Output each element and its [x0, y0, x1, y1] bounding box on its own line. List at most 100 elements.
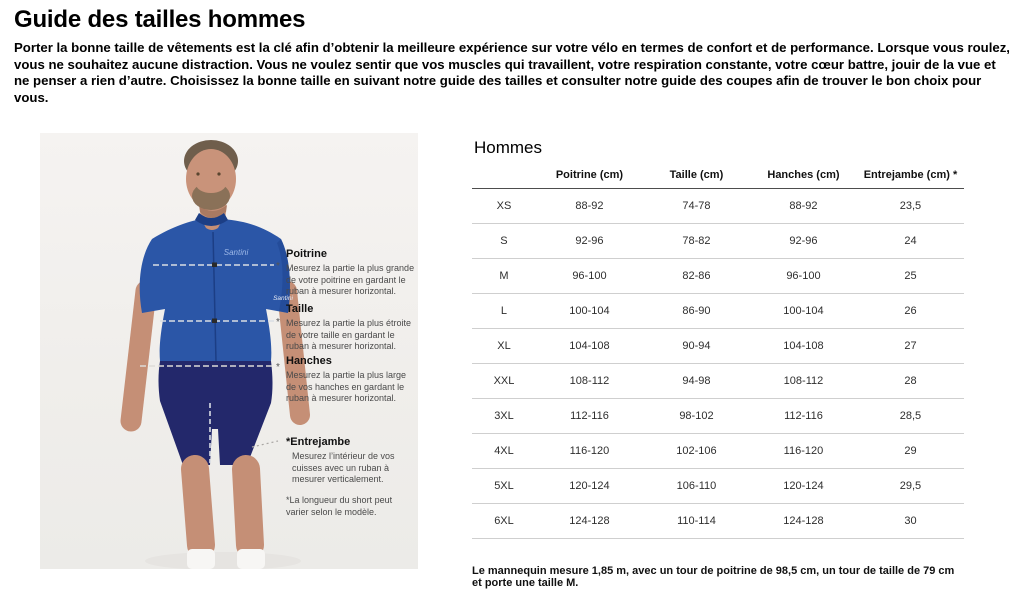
chest-connector-asterisk: * — [276, 261, 280, 272]
hips-connector-asterisk: * — [276, 362, 280, 373]
size-label-cell: XL — [472, 328, 536, 364]
size-table: Poitrine (cm) Taille (cm) Hanches (cm) E… — [472, 167, 964, 539]
measurement-cell: 88-92 — [749, 188, 857, 224]
size-table-body: XS 88-92 74-78 88-92 23,5 S 92-96 78-82 92-96 24 M… — [472, 188, 964, 539]
table-row: 6XL 124-128 110-114 124-128 30 — [472, 503, 964, 539]
measurement-cell: 88-92 — [535, 188, 643, 224]
header-cell-taille: Taille (cm) — [642, 167, 750, 189]
header-cell-poitrine: Poitrine (cm) — [535, 167, 643, 189]
measurement-cell: 116-120 — [749, 433, 857, 469]
size-label-cell: S — [472, 223, 536, 259]
measurement-cell: 86-90 — [642, 293, 750, 329]
measurement-cell: 120-124 — [535, 468, 643, 504]
jersey-collar — [195, 213, 228, 226]
annotation-description: Mesurez la partie la plus étroite de vot… — [286, 318, 412, 351]
person-illustration: Santini Santini * * * — [120, 140, 310, 569]
page-title: Guide des tailles hommes — [14, 6, 306, 33]
short-length-note: *La longueur du short peut varier selon … — [286, 495, 393, 517]
measurement-cell: 92-96 — [749, 223, 857, 259]
right-sock — [237, 549, 265, 569]
measurement-cell: 112-116 — [749, 398, 857, 434]
measurement-cell: 106-110 — [642, 468, 750, 504]
measurement-cell: 28,5 — [856, 398, 964, 434]
annotation-title: Hanches — [286, 355, 332, 367]
table-row: XXL 108-112 94-98 108-112 28 — [472, 363, 964, 399]
measurement-cell: 82-86 — [642, 258, 750, 294]
annotation-entrejambe: *Entrejambe Mesurez l’intérieur de vos c… — [286, 436, 416, 486]
jersey-sleeve-logo: Santini — [273, 295, 293, 302]
table-heading: Hommes — [474, 138, 543, 157]
chest-line-clip — [212, 262, 217, 267]
measurement-cell: 78-82 — [642, 223, 750, 259]
header-cell-size — [472, 167, 536, 189]
size-label-cell: 6XL — [472, 503, 536, 539]
measurement-cell: 26 — [856, 293, 964, 329]
header-row: Poitrine (cm) Taille (cm) Hanches (cm) E… — [472, 167, 964, 189]
measurement-cell: 104-108 — [535, 328, 643, 364]
measurement-cell: 94-98 — [642, 363, 750, 399]
floor-shadow — [145, 552, 301, 569]
measurement-cell: 100-104 — [535, 293, 643, 329]
measurement-cell: 92-96 — [535, 223, 643, 259]
page-header: Guide des tailles hommes Porter la bonne… — [14, 6, 1014, 106]
table-row: M 96-100 82-86 96-100 25 — [472, 258, 964, 294]
measurement-cell: 112-116 — [535, 398, 643, 434]
person-cheeks — [196, 175, 226, 193]
size-guide-photo: Santini Santini * * * Poitrine Mesurez l… — [40, 133, 418, 569]
annotation-description: Mesurez la partie la plus grande de votr… — [286, 263, 415, 296]
table-row: XS 88-92 74-78 88-92 23,5 — [472, 188, 964, 224]
measurement-cell: 29,5 — [856, 468, 964, 504]
table-row: 5XL 120-124 106-110 120-124 29,5 — [472, 468, 964, 504]
measurement-cell: 98-102 — [642, 398, 750, 434]
annotation-taille: Taille Mesurez la partie la plus étroite… — [286, 303, 416, 353]
measurement-cell: 24 — [856, 223, 964, 259]
measurement-cell: 116-120 — [535, 433, 643, 469]
person-left-leg — [181, 455, 215, 559]
table-row: XL 104-108 90-94 104-108 27 — [472, 328, 964, 364]
measurement-cell: 108-112 — [535, 363, 643, 399]
measurement-cell: 110-114 — [642, 503, 750, 539]
measurement-cell: 104-108 — [749, 328, 857, 364]
measurement-cell: 96-100 — [749, 258, 857, 294]
table-row: L 100-104 86-90 100-104 26 — [472, 293, 964, 329]
left-sock — [187, 549, 215, 569]
measurement-cell: 124-128 — [749, 503, 857, 539]
bib-shorts — [158, 361, 273, 465]
annotation-title: Poitrine — [286, 248, 327, 260]
size-label-cell: L — [472, 293, 536, 329]
measurement-cell: 120-124 — [749, 468, 857, 504]
measurement-cell: 102-106 — [642, 433, 750, 469]
measurement-cell: 28 — [856, 363, 964, 399]
intro-text: Porter la bonne taille de vêtements est … — [14, 40, 1010, 105]
size-label-cell: M — [472, 258, 536, 294]
size-table-section: Hommes Poitrine (cm) Taille (cm) Hanches… — [472, 138, 964, 589]
header-cell-hanches: Hanches (cm) — [749, 167, 857, 189]
header-cell-entrejambe: Entrejambe (cm) * — [856, 167, 964, 189]
size-label-cell: XS — [472, 188, 536, 224]
size-label-cell: 3XL — [472, 398, 536, 434]
measurement-cell: 90-94 — [642, 328, 750, 364]
measurement-cell: 27 — [856, 328, 964, 364]
measurement-cell: 23,5 — [856, 188, 964, 224]
annotation-description: Mesurez la partie la plus large de vos h… — [286, 370, 407, 403]
person-eye-left — [196, 172, 200, 176]
measurement-cell: 108-112 — [749, 363, 857, 399]
waist-line-clip — [212, 318, 217, 323]
annotation-poitrine: Poitrine Mesurez la partie la plus grand… — [286, 248, 416, 298]
size-table-header: Poitrine (cm) Taille (cm) Hanches (cm) E… — [472, 167, 964, 189]
mannequin-footnote: Le mannequin mesure 1,85 m, avec un tour… — [472, 565, 955, 589]
table-row: 3XL 112-116 98-102 112-116 28,5 — [472, 398, 964, 434]
size-label-cell: 4XL — [472, 433, 536, 469]
table-row: 4XL 116-120 102-106 116-120 29 — [472, 433, 964, 469]
measurement-cell: 124-128 — [535, 503, 643, 539]
measurement-cell: 74-78 — [642, 188, 750, 224]
annotation-title: *Entrejambe — [286, 436, 351, 448]
jersey-chest-logo: Santini — [224, 248, 249, 257]
person-right-leg — [232, 455, 264, 559]
person-eye-right — [217, 172, 221, 176]
person-right-arm — [277, 281, 310, 425]
measurement-cell: 29 — [856, 433, 964, 469]
annotation-hanches: Hanches Mesurez la partie la plus large … — [286, 355, 416, 405]
jersey-shading — [277, 239, 290, 313]
measurement-cell: 25 — [856, 258, 964, 294]
